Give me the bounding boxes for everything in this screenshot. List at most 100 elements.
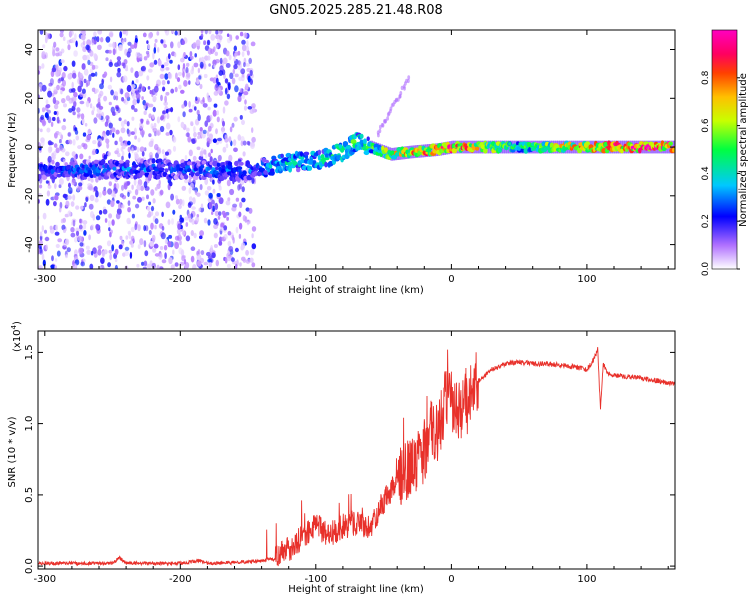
spectrogram-noise-cell bbox=[72, 96, 77, 102]
spectrogram-noise-cell bbox=[204, 120, 208, 127]
spectrogram-noise-cell bbox=[143, 240, 147, 248]
spectrogram-noise-cell bbox=[210, 34, 216, 41]
spectrogram-noise-cell bbox=[50, 121, 54, 128]
spectrogram-noise-cell bbox=[78, 247, 83, 255]
spectrogram-noise-cell bbox=[79, 218, 82, 224]
spectrogram-noise-cell bbox=[235, 197, 240, 202]
spectrogram-noise-cell bbox=[133, 178, 137, 186]
spectrogram-noise-cell bbox=[238, 183, 242, 190]
spectrogram-noise-cell bbox=[92, 106, 95, 112]
y-tick-label: 0.0 bbox=[24, 558, 35, 574]
spectrogram-noise-cell bbox=[108, 122, 113, 129]
spectrogram-noise-cell bbox=[160, 116, 164, 121]
spectrogram-ridge-cell bbox=[368, 149, 375, 154]
spectrogram-noise-cell bbox=[88, 234, 91, 241]
spectrogram-noise-cell bbox=[187, 213, 191, 219]
y-tick-label: 1.0 bbox=[24, 416, 35, 432]
spectrogram-noise-cell bbox=[67, 210, 72, 217]
spectrogram-noise-cell bbox=[133, 108, 138, 113]
spectrogram-noise-cell bbox=[95, 190, 99, 198]
colorbar-label: Normalized spectral amplitude bbox=[738, 73, 749, 227]
spectrogram-noise-cell bbox=[92, 148, 97, 155]
spectrogram-noise-cell bbox=[157, 59, 162, 67]
spectrogram-noise-cell bbox=[226, 37, 231, 44]
spectrogram-noise-cell bbox=[38, 265, 44, 269]
spectrogram-noise-cell bbox=[179, 214, 182, 220]
spectrogram-ridge-cell bbox=[157, 158, 163, 164]
spectrogram-noise-cell bbox=[72, 72, 77, 79]
snr-scale-prefix: (x10 bbox=[12, 329, 23, 352]
spectrogram-noise-cell bbox=[46, 190, 51, 197]
spectrogram-noise-cell bbox=[156, 129, 161, 136]
spectrogram-noise-cell bbox=[153, 243, 159, 249]
y-tick-label: 0 bbox=[24, 144, 35, 150]
spectrogram-noise-cell bbox=[188, 201, 194, 206]
spectrogram-noise-cell bbox=[247, 106, 253, 110]
spectrogram-ridge-cell bbox=[56, 173, 62, 178]
spectrogram-streak-cell bbox=[378, 128, 382, 134]
spectrogram-streak-cell bbox=[396, 97, 400, 102]
spectrogram-noise-cell bbox=[87, 185, 93, 191]
spectrogram-noise-cell bbox=[133, 41, 138, 49]
spectrogram-ridge-cell bbox=[317, 154, 321, 161]
spectrogram-noise-cell bbox=[174, 86, 178, 93]
spectrogram-noise-cell bbox=[46, 127, 51, 133]
spectrogram-noise-cell bbox=[161, 149, 165, 155]
spectrogram-noise-cell bbox=[42, 212, 47, 220]
spectrogram-noise-cell bbox=[120, 88, 124, 95]
spectrogram-noise-cell bbox=[240, 68, 246, 75]
spectrogram-noise-cell bbox=[83, 68, 89, 76]
spectrogram-ridge-cell bbox=[363, 150, 370, 156]
spectrogram-noise-cell bbox=[138, 70, 144, 77]
spectrogram-noise-cell bbox=[216, 116, 220, 123]
spectrogram-noise-cell bbox=[102, 209, 108, 215]
spectrogram-noise-cell bbox=[141, 151, 145, 157]
spectrogram-noise-cell bbox=[215, 30, 219, 35]
spectrogram-ridge-cell bbox=[227, 161, 233, 166]
spectrogram-ridge-cell bbox=[183, 174, 189, 180]
spectrogram-noise-cell bbox=[97, 245, 103, 250]
spectrogram-noise-cell bbox=[131, 213, 135, 219]
spectrogram-noise-cell bbox=[182, 71, 185, 78]
spectrogram-noise-cell bbox=[174, 241, 180, 250]
spectrogram-noise-cell bbox=[175, 72, 178, 80]
spectrogram-ridge-cell bbox=[212, 160, 219, 167]
spectrogram-xlabel: Height of straight line (km) bbox=[288, 285, 424, 296]
spectrogram-noise-cell bbox=[182, 63, 186, 70]
y-tick-label: -40 bbox=[24, 236, 35, 252]
spectrogram-noise-cell bbox=[47, 155, 52, 163]
spectrogram-noise-cell bbox=[191, 139, 196, 144]
spectrogram-noise-cell bbox=[198, 155, 204, 161]
spectrogram-noise-cell bbox=[142, 266, 147, 269]
spectrogram-noise-cell bbox=[118, 44, 123, 51]
spectrogram-noise-cell bbox=[87, 59, 91, 66]
spectrogram-streak-cell bbox=[389, 106, 393, 111]
spectrogram-noise-cell bbox=[140, 185, 145, 192]
spectrogram-noise-cell bbox=[45, 104, 51, 109]
spectrogram-noise-cell bbox=[44, 229, 47, 234]
spectrogram-noise-cell bbox=[139, 129, 145, 136]
x-tick-label: 100 bbox=[577, 274, 596, 285]
x-tick-label: 100 bbox=[577, 574, 596, 585]
spectrogram-noise-cell bbox=[75, 227, 80, 233]
spectrogram-ridge-cell bbox=[215, 166, 219, 171]
spectrogram-noise-cell bbox=[108, 181, 113, 187]
spectrogram-noise-cell bbox=[194, 53, 197, 58]
spectrogram-noise-cell bbox=[70, 232, 76, 238]
spectrogram-noise-cell bbox=[94, 198, 99, 203]
spectrogram-noise-cell bbox=[114, 264, 118, 269]
spectrogram-noise-cell bbox=[53, 143, 58, 148]
spectrogram-noise-cell bbox=[109, 129, 112, 136]
spectrogram-noise-cell bbox=[127, 41, 132, 46]
spectrogram-ridge-cell bbox=[41, 174, 48, 181]
spectrogram-noise-cell bbox=[79, 153, 84, 160]
spectrogram-noise-cell bbox=[72, 111, 76, 116]
spectrogram-noise-cell bbox=[228, 154, 233, 162]
spectrogram-noise-cell bbox=[56, 250, 61, 257]
spectrogram-ridge-cell bbox=[193, 166, 198, 172]
spectrogram-noise-cell bbox=[72, 219, 76, 227]
spectrogram-noise-cell bbox=[57, 51, 63, 57]
spectrogram-noise-cell bbox=[98, 210, 103, 215]
snr-scale-close: ) bbox=[12, 321, 23, 325]
